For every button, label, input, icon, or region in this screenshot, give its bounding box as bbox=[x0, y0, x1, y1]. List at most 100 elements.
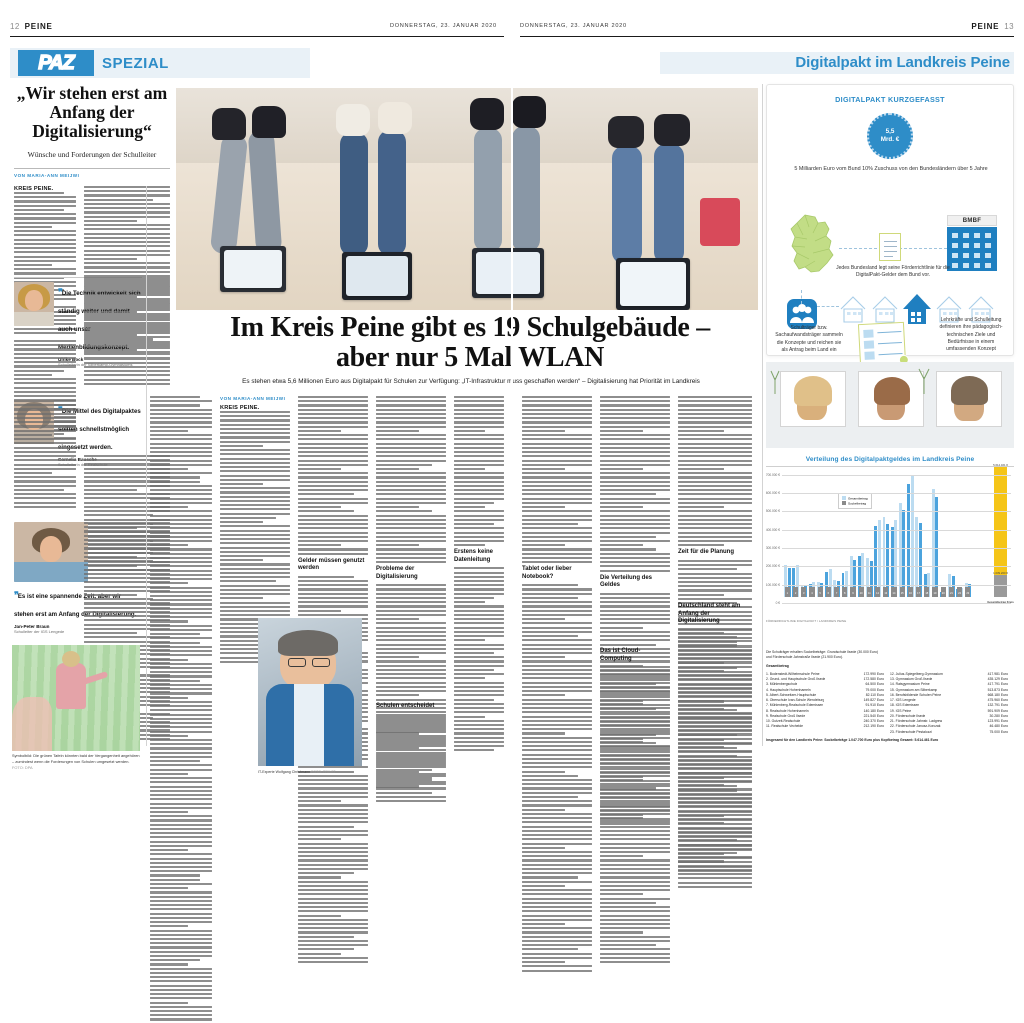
bar-foerderbetrag bbox=[918, 523, 922, 597]
bar-group: 11 bbox=[866, 469, 873, 597]
body-col-1: VON MARIA-ANN MEIJWI KREIS PEINE. bbox=[220, 396, 290, 665]
school-amount: 132.791 Euro bbox=[987, 703, 1008, 708]
bar-gesamtbetrag bbox=[948, 574, 952, 597]
school-amount: 212.190 Euro bbox=[863, 724, 884, 729]
teacher-photo-1 bbox=[780, 371, 846, 427]
quote-name: Jan-Peter Braun bbox=[14, 624, 50, 629]
main-dateline: KREIS PEINE. bbox=[220, 405, 260, 411]
table-row: 21. Förderschule Jahnstr. Ladgrew 123.991… bbox=[890, 719, 1008, 724]
bar-foerderbetrag bbox=[890, 526, 894, 597]
bar-group: 18 bbox=[923, 469, 931, 597]
main-photo bbox=[176, 88, 758, 310]
teacher-photo-strip bbox=[766, 362, 1014, 448]
chart-title: Verteilung des Digitalpaktgeldes im Land… bbox=[805, 456, 975, 463]
bar-group: 2 bbox=[792, 469, 799, 597]
left-body-d bbox=[84, 277, 170, 387]
bar-sockelbetrag: 17 bbox=[916, 586, 922, 597]
data-table: Die Schulträger erhalten Sockelbeträge: … bbox=[766, 650, 1014, 743]
bar-label: 21 bbox=[949, 591, 953, 595]
body-col-9: Deutschland steht am Anfang der Digitali… bbox=[678, 600, 752, 874]
chart-bars: 1 2 3 4 5 6 7 8 9 10 11 12 13 14 15 16 17 18 19 20 21 22 23 bbox=[784, 469, 972, 597]
subhead-2: Erstens keine Datenleitung bbox=[454, 549, 494, 563]
school-amount: 591.909 Euro bbox=[987, 708, 1008, 713]
bar-gesamtbetrag bbox=[828, 569, 832, 597]
bar-sockelbetrag: 8 bbox=[842, 586, 848, 597]
paz-logo: PAZ bbox=[18, 50, 94, 76]
bar-group: 12 bbox=[874, 469, 881, 597]
bar-group: 13 bbox=[882, 469, 890, 597]
bar-label: 20 bbox=[941, 591, 945, 595]
germany-map-icon bbox=[785, 213, 839, 275]
bar-sockelbetrag: 7 bbox=[834, 586, 840, 597]
left-byline: VON MARIA-ANN MEIJWI bbox=[14, 173, 80, 178]
school-amount: 172.580 Euro bbox=[863, 677, 884, 682]
table-row: 10. Gutzeit-Realschule 240.370 Euro bbox=[766, 719, 884, 724]
table-row: 8. Realschule Hohenhameln 140.180 Euro bbox=[766, 709, 884, 714]
bar-sockelbetrag: 19 bbox=[932, 586, 938, 597]
table-row: 2. Grund- und Hauptschule Groß Ilsede 172… bbox=[766, 677, 884, 682]
bar-sockelbetrag: 11 bbox=[866, 586, 872, 597]
bar-group: 20 bbox=[939, 469, 947, 597]
bar-foerderbetrag bbox=[935, 497, 939, 597]
total-bar-caption: Gesamtbetrag Kreis bbox=[987, 599, 1014, 604]
y-axis-tick: 0 € bbox=[775, 600, 780, 605]
grid-line bbox=[782, 511, 1011, 513]
left-body-e bbox=[14, 400, 76, 510]
subhead-4: Die Verteilung des Geldes bbox=[600, 574, 653, 589]
bar-gesamtbetrag bbox=[882, 517, 886, 597]
bar-label: 10 bbox=[859, 591, 863, 595]
photo-credit: FOTO: DPA bbox=[12, 764, 33, 770]
bar-gesamtbetrag bbox=[845, 571, 848, 597]
expert-caption-text: IT-Experte Wolfgang Christmann bbox=[258, 770, 311, 774]
table-total: Insgesamt für den Landkreis Peine: Socke… bbox=[766, 738, 1014, 743]
school-name: 11. Realschule Vechelde bbox=[766, 724, 804, 729]
bar-label: 3 bbox=[803, 591, 805, 595]
school-amount: 417.981 Euro bbox=[987, 671, 1008, 676]
body-col-5: Tablet oder lieber Notebook? bbox=[522, 396, 592, 974]
bar-group: 4 bbox=[808, 469, 816, 597]
bar-group: 3 bbox=[800, 469, 807, 597]
chart-plot-area: Gesamtbetrag Sockelbetrag 1 2 3 4 5 6 7 8 9 10 11 1… bbox=[766, 463, 1014, 617]
bar-group: 22 bbox=[956, 469, 963, 597]
school-amount: 417.791 Euro bbox=[987, 682, 1008, 687]
bar-label: 23 bbox=[966, 591, 970, 595]
expert-photo-credit: FOTO: PRIVAT bbox=[311, 770, 336, 774]
quote-text: Die Mittel des Digitalpaktes sollten sch… bbox=[58, 408, 141, 451]
legend-label-2: Sockelbetrag bbox=[848, 501, 867, 506]
table-row: 7. Mühlenberg-Realschule Edemissen 91.910… bbox=[766, 703, 884, 708]
table-note: Die Schulträger erhalten Sockelbeträge: … bbox=[766, 650, 878, 660]
bar-label: 8 bbox=[844, 591, 846, 595]
bar-foerderbetrag bbox=[853, 559, 857, 597]
school-amount: 91.910 Euro bbox=[865, 703, 884, 708]
table-row: 19. IGS Peine 591.909 Euro bbox=[890, 709, 1008, 714]
digitalpakt-banner-title: Digitalpakt im Landkreis Peine bbox=[795, 54, 1010, 71]
y-axis-tick: 500.000 € bbox=[765, 509, 780, 514]
infographic-caption-left: Schulträger bzw. Sachaufwandsträger samm… bbox=[775, 325, 843, 353]
running-head-right: PEINE 13 bbox=[971, 22, 1014, 36]
date-left: DONNERSTAG, 23. JANUAR 2020 bbox=[390, 23, 497, 29]
school-amount: 140.180 Euro bbox=[863, 708, 884, 713]
y-axis-tick: 300.000 € bbox=[765, 545, 780, 550]
bar-foerderbetrag bbox=[869, 561, 873, 597]
bar-label: 12 bbox=[876, 591, 880, 595]
bar-sockelbetrag: 13 bbox=[883, 586, 889, 597]
legend-swatch-2 bbox=[842, 500, 846, 505]
table-row: 20. Förderschule Ilsede 30.280 Euro bbox=[890, 714, 1008, 719]
bar-group: 16 bbox=[907, 469, 914, 597]
grid-line bbox=[782, 493, 1011, 494]
bar-label: 13 bbox=[884, 591, 888, 595]
bar-gesamtbetrag bbox=[894, 520, 898, 597]
bar-sockelbetrag: 2 bbox=[793, 586, 799, 597]
quote-mark-icon: ❞ bbox=[58, 286, 63, 297]
school-amount: 64.500 Euro bbox=[865, 682, 884, 687]
bar-gesamtbetrag bbox=[915, 517, 919, 597]
table-row: 12. Julius-Spiegelberg-Gymnasium 417.981 … bbox=[890, 672, 1008, 677]
bar-sockelbetrag: 21 bbox=[948, 586, 954, 597]
school-amount: 513.873 Euro bbox=[987, 687, 1008, 692]
grid-line bbox=[782, 474, 1011, 476]
bar-foerderbetrag bbox=[792, 567, 796, 597]
table-row: 13. Gymnasium Groß Ilsede 435.129 Euro bbox=[890, 677, 1008, 682]
infographic-title: DIGITALPAKT KURZGEFASST bbox=[835, 95, 945, 104]
bar-gesamtbetrag bbox=[898, 502, 902, 597]
green-board-photo bbox=[12, 645, 140, 751]
